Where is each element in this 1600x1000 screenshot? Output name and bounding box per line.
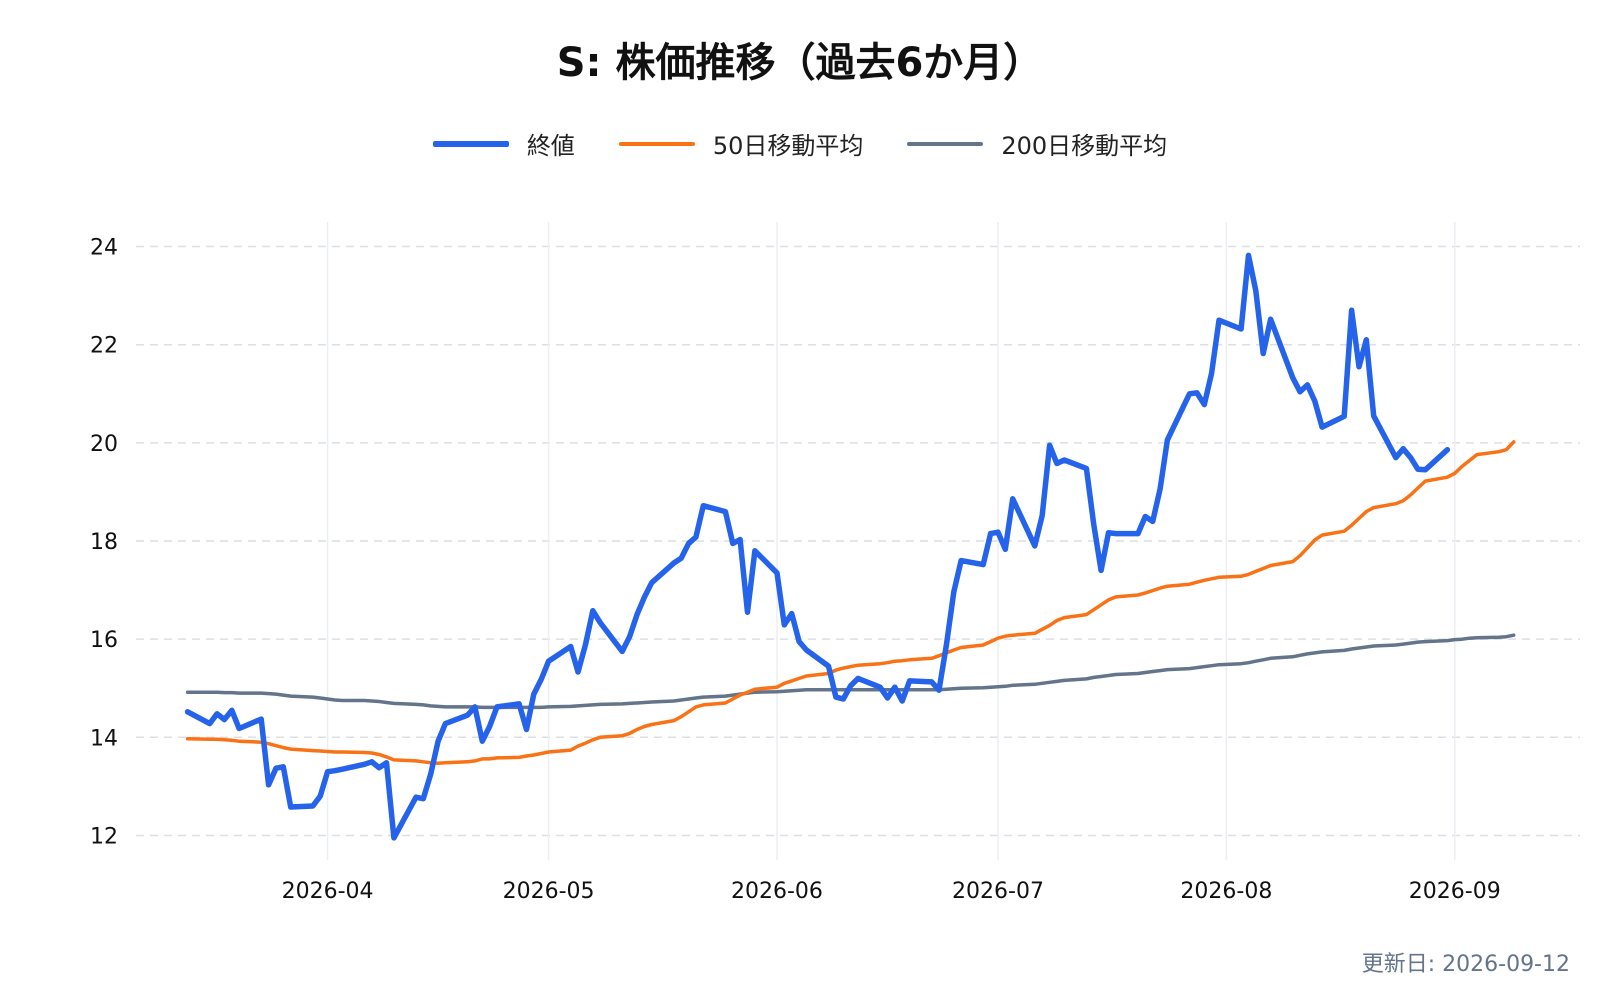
axes: 12 14 16 18 20 22 24 2026-04 2026-05 2026-06 2026-… (90, 236, 1501, 904)
y-tick-label: 12 (90, 824, 118, 849)
series-line-ma200 (185, 633, 1516, 710)
legend-label-ma50: 50日移動平均 (712, 132, 864, 160)
legend-swatch-ma200 (907, 141, 984, 146)
legend-swatch-close (432, 140, 509, 147)
x-tick-label: 2026-05 (503, 879, 595, 904)
legend-item-close[interactable]: 終値 (432, 126, 575, 161)
y-tick-label: 14 (90, 726, 118, 751)
y-tick-label: 16 (90, 628, 118, 653)
series (184, 252, 1516, 841)
series-line-ma50 (185, 440, 1516, 766)
legend-label-close: 終値 (526, 132, 575, 160)
y-tick-label: 18 (90, 530, 118, 555)
legend-item-ma50[interactable]: 50日移動平均 (618, 126, 864, 161)
x-tick-label: 2026-07 (952, 879, 1044, 904)
legend-swatch-ma50 (618, 141, 695, 146)
series-line-close (184, 252, 1451, 841)
chart-legend: 終値 50日移動平均 200日移動平均 (0, 126, 1600, 161)
legend-item-ma200[interactable]: 200日移動平均 (907, 126, 1167, 161)
x-tick-label: 2026-08 (1180, 879, 1272, 904)
x-tick-label: 2026-04 (282, 879, 374, 904)
y-tick-label: 24 (90, 236, 118, 261)
y-tick-label: 22 (90, 334, 118, 359)
updated-date: 更新日: 2026-09-12 (1361, 952, 1570, 977)
y-tick-label: 20 (90, 432, 118, 457)
legend-label-ma200: 200日移動平均 (1001, 132, 1168, 160)
x-tick-label: 2026-09 (1409, 879, 1501, 904)
x-tick-label: 2026-06 (731, 879, 823, 904)
chart-title: S: 株価推移（過去6か月） (556, 40, 1044, 86)
grid (136, 222, 1580, 860)
